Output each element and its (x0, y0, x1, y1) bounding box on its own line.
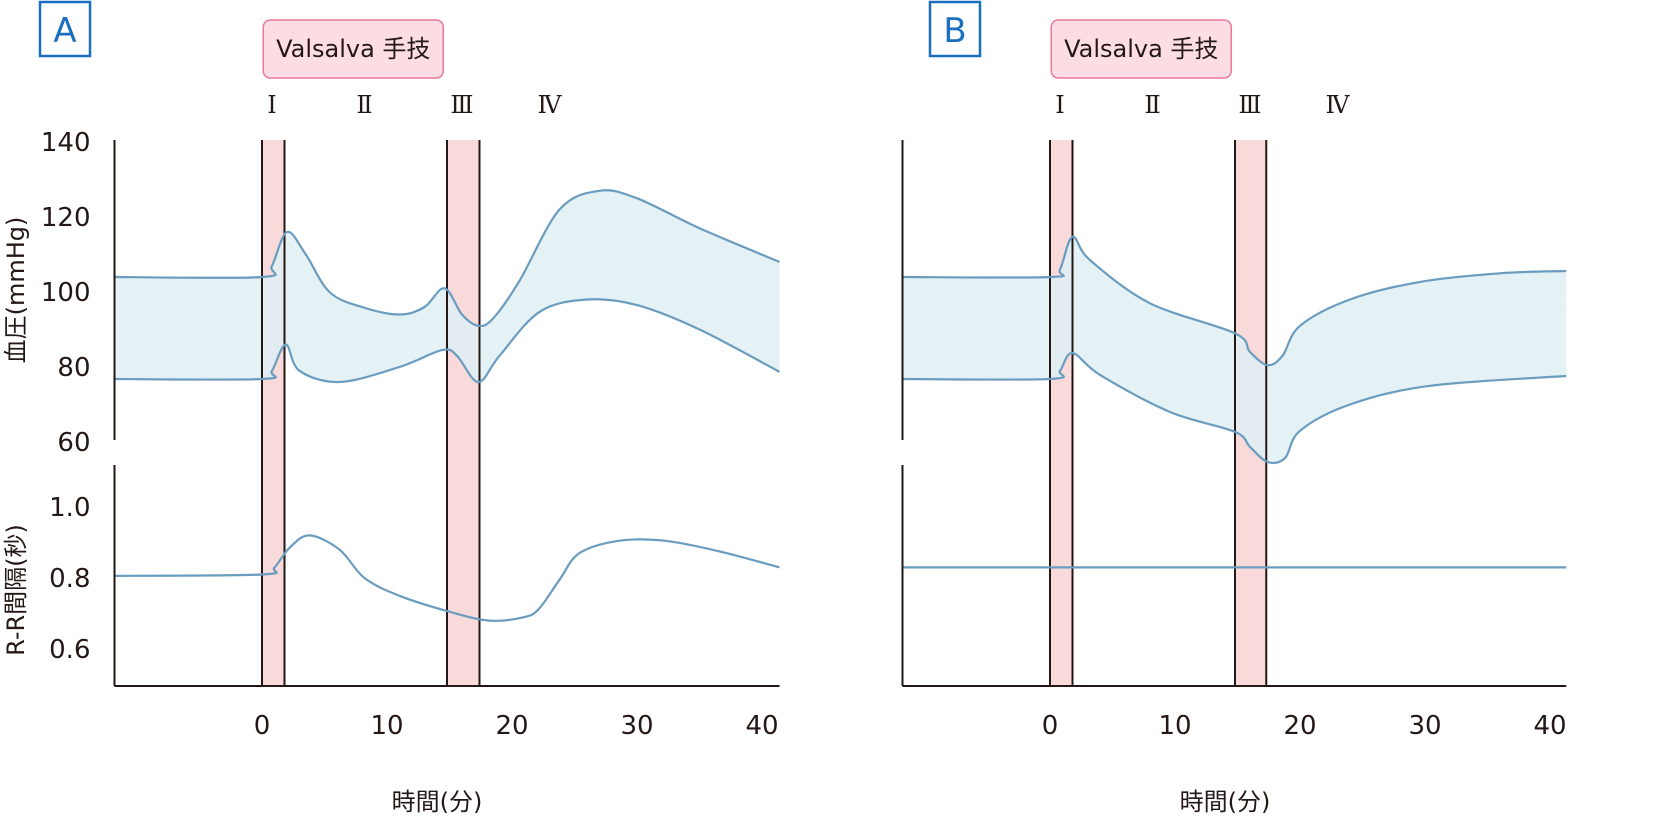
phase-label: Ⅲ (450, 91, 473, 119)
panel-a: A Valsalva 手技Ⅰ Ⅱ Ⅲ Ⅳ 140 120 100 80 60 1.0 0.8 0.6 0 1… (2, 0, 781, 816)
bp-tick-label: 60 (57, 428, 90, 458)
phase-label: Ⅳ (538, 91, 563, 119)
maneuver-band (262, 140, 285, 686)
bp-tick-label: 80 (57, 353, 90, 383)
systolic-bp-line (114, 189, 780, 328)
maneuver-band (1050, 140, 1073, 686)
x-tick-label: 20 (1283, 711, 1316, 741)
phase-label: Ⅰ (267, 91, 276, 119)
phase-label: Ⅱ (1144, 91, 1160, 119)
x-tick-label: 40 (1533, 711, 1566, 741)
x-tick-label: 40 (745, 711, 778, 741)
x-axis-title: 時間(分) (392, 788, 483, 816)
bp-tick-label: 120 (41, 203, 91, 233)
valsalva-badge-label: Valsalva 手技 (276, 35, 430, 63)
panel-label: A (53, 11, 76, 51)
rr-interval-line (114, 534, 780, 622)
x-tick-label: 10 (1158, 711, 1191, 741)
rr-tick-label: 0.8 (49, 564, 90, 594)
panel-label: B (943, 11, 966, 51)
valsalva-badge-label: Valsalva 手技 (1064, 35, 1218, 63)
valsalva-badge (262, 19, 444, 79)
x-tick-label: 10 (370, 711, 403, 741)
x-axis-title: 時間(分) (1180, 788, 1271, 816)
phase-label: Ⅳ (1326, 91, 1351, 119)
panel-label-box (38, 0, 92, 58)
rr-tick-label: 1.0 (49, 493, 90, 523)
phase-label: Ⅱ (356, 91, 372, 119)
x-tick-label: 0 (254, 711, 271, 741)
phase-label: Ⅲ (1238, 91, 1261, 119)
x-tick-label: 0 (1042, 711, 1059, 741)
maneuver-band (447, 140, 480, 686)
panel-label-box (928, 0, 982, 58)
x-tick-label: 20 (495, 711, 528, 741)
bp-tick-label: 100 (41, 278, 91, 308)
valsalva-badge (1050, 19, 1232, 79)
panel-b: B Valsalva 手技Ⅰ Ⅱ Ⅲ Ⅳ 0 10 20 30 40 時間(分) (901, 0, 1567, 816)
phase-label: Ⅰ (1055, 91, 1064, 119)
bp-axis-title: 血圧(mmHg) (2, 217, 30, 364)
x-tick-label: 30 (620, 711, 653, 741)
rr-axis-title: R-R間隔(秒) (2, 524, 30, 656)
diastolic-bp-line (114, 298, 781, 384)
bp-range-area (114, 190, 780, 383)
diastolic-bp-line (902, 352, 1567, 465)
bp-tick-label: 140 (41, 128, 91, 158)
rr-tick-label: 0.6 (49, 635, 90, 665)
systolic-bp-line (902, 235, 1567, 367)
x-tick-label: 30 (1408, 711, 1441, 741)
